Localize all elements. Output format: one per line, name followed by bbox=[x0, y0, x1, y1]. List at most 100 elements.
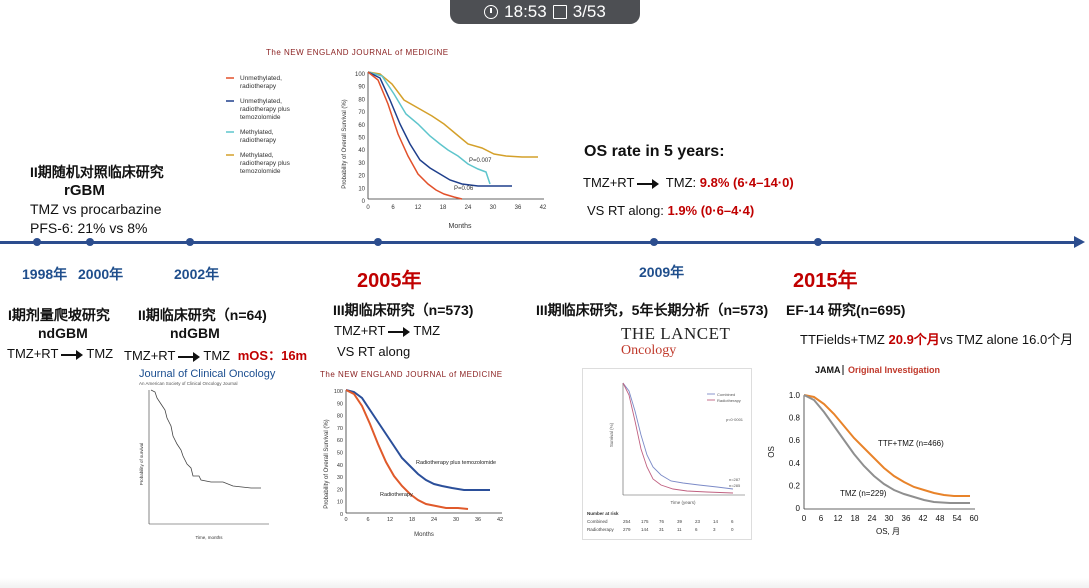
ytick: 100 bbox=[334, 389, 343, 395]
lancet-risk-cell: 6 bbox=[731, 519, 734, 524]
phase2-rgbm-comparison: TMZ vs procarbazine bbox=[30, 201, 162, 217]
nejm-bottom-masthead: The NEW ENGLAND JOURNAL of MEDICINE bbox=[320, 370, 503, 379]
lancet-masthead: THE LANCET bbox=[621, 324, 731, 343]
jama-yticks: 1.0 0.8 0.6 0.4 0.2 0 bbox=[789, 391, 801, 513]
nejm-mgmt-chart: The NEW ENGLAND JOURNAL of MEDICINE Unme… bbox=[226, 48, 547, 230]
phase1-subtitle: ndGBM bbox=[38, 325, 88, 341]
jama-series1-label: TTF+TMZ (n=466) bbox=[878, 439, 944, 448]
nejm-top-masthead: The NEW ENGLAND JOURNAL of MEDICINE bbox=[266, 48, 449, 57]
xtick: 0 bbox=[802, 514, 807, 523]
os-rate-row1-value: 9.8% (6·4–14·0) bbox=[699, 175, 794, 190]
lancet-risk-cell: 3 bbox=[713, 527, 716, 532]
jama-curve-tmz bbox=[803, 394, 970, 504]
xtick: 18 bbox=[851, 514, 860, 523]
timeline-dot-1998 bbox=[33, 238, 41, 246]
phase2-regimen-right: TMZ bbox=[203, 348, 231, 363]
ytick: 40 bbox=[358, 148, 365, 154]
nejm-bottom-xticks: 0 6 12 18 24 30 36 42 bbox=[344, 517, 503, 523]
ef14-result: TTFields+TMZ 20.9个月vs TMZ alone 16.0个月 bbox=[800, 329, 1073, 348]
phase1-regimen-right: TMZ bbox=[86, 346, 114, 361]
lancet-subtitle: Oncology bbox=[621, 343, 677, 358]
timeline-dot-2015 bbox=[814, 238, 822, 246]
nejm-top-xticks: 0 6 12 18 24 30 36 42 bbox=[366, 205, 547, 211]
legend-unmeth-tmz-l2: radiotherapy plus bbox=[240, 106, 291, 113]
ytick: 0.6 bbox=[789, 436, 801, 445]
legend-unmeth-tmz-l1: Unmethylated, bbox=[240, 98, 282, 105]
ytick: 0 bbox=[362, 199, 366, 205]
jco-ylabel: Probability of survival bbox=[139, 443, 144, 486]
lancet-risk-cell: 11 bbox=[677, 527, 682, 532]
jco-chart: Journal of Clinical Oncology An American… bbox=[139, 368, 276, 540]
jama-chart: JAMA Original Investigation OS 1.0 0.8 0… bbox=[767, 365, 979, 536]
ytick: 20 bbox=[337, 487, 343, 493]
year-2009: 2009年 bbox=[639, 264, 685, 280]
phase2-rgbm-pfs: PFS-6: 21% vs 8% bbox=[30, 220, 148, 236]
phase3-regimen-right: TMZ bbox=[413, 323, 441, 338]
xtick: 0 bbox=[366, 205, 370, 211]
xtick: 12 bbox=[387, 517, 393, 523]
nejm-stupp-chart: The NEW ENGLAND JOURNAL of MEDICINE Prob… bbox=[320, 370, 503, 538]
timeline-dot-2002 bbox=[186, 238, 194, 246]
curve-unmethylated-rt-tmz bbox=[367, 71, 512, 187]
lancet-risk-cell: 39 bbox=[677, 519, 683, 524]
ef14-title: EF-14 研究(n=695) bbox=[786, 302, 906, 318]
legend-meth-tmz-l2: radiotherapy plus bbox=[240, 160, 291, 167]
ytick: 0.2 bbox=[789, 481, 801, 490]
clock-time: 18:53 bbox=[504, 2, 547, 21]
lancet-curve-radiotherapy bbox=[622, 382, 734, 494]
ytick: 80 bbox=[358, 97, 365, 103]
lancet-chart: Survival (%) Combined Radiotherapy p<0·0… bbox=[587, 382, 745, 532]
jco-tagline: An American Society of Clinical Oncology… bbox=[139, 381, 238, 386]
phase2-ndgbm-subtitle: ndGBM bbox=[170, 325, 220, 341]
lancet-legend-radiotherapy: Radiotherapy bbox=[717, 398, 741, 403]
xtick: 6 bbox=[366, 517, 369, 523]
os-rate-row1-label: TMZ+RT bbox=[583, 175, 635, 190]
year-2005: 2005年 bbox=[357, 270, 422, 292]
lancet-risk-cell: 76 bbox=[659, 519, 665, 524]
jco-masthead: Journal of Clinical Oncology bbox=[139, 368, 276, 380]
jco-km-curve bbox=[150, 389, 261, 489]
lancet-risk-cell: 175 bbox=[641, 519, 649, 524]
xtick: 36 bbox=[902, 514, 911, 523]
legend-meth-rt-l1: Methylated, bbox=[240, 129, 274, 136]
nejm-bottom-series1-label: Radiotherapy plus temozolomide bbox=[416, 460, 496, 466]
ytick: 100 bbox=[355, 72, 366, 78]
ytick: 60 bbox=[337, 438, 343, 444]
arrow-right-icon bbox=[388, 326, 411, 337]
phase3-comparator: VS RT along bbox=[337, 344, 411, 359]
xtick: 54 bbox=[953, 514, 962, 523]
lancet-n-radiotherapy: n=285 bbox=[729, 483, 741, 488]
ytick: 10 bbox=[337, 500, 343, 506]
ytick: 40 bbox=[337, 463, 343, 469]
xtick: 12 bbox=[415, 205, 422, 211]
xtick: 30 bbox=[453, 517, 459, 523]
phase2-ndgbm-regimen: TMZ+RT TMZ mOS：16m bbox=[124, 345, 307, 364]
lancet-risk-cell: 23 bbox=[695, 519, 701, 524]
ytick: 70 bbox=[337, 426, 343, 432]
phase2-mos: mOS：16m bbox=[237, 348, 308, 363]
ytick: 0 bbox=[340, 512, 343, 518]
xtick: 60 bbox=[970, 514, 979, 523]
os-rate-row2-label: VS RT along: bbox=[587, 203, 664, 218]
jama-figure: JAMA Original Investigation OS 1.0 0.8 0… bbox=[760, 360, 986, 542]
xtick: 24 bbox=[431, 517, 437, 523]
ytick: 80 bbox=[337, 414, 343, 420]
xtick: 12 bbox=[834, 514, 843, 523]
phase1-regimen: TMZ+RT TMZ bbox=[7, 346, 113, 361]
lancet-xlabel: Time (years) bbox=[670, 500, 696, 505]
phase3-regimen: TMZ+RT TMZ bbox=[334, 323, 440, 338]
legend-unmeth-rt-l1: Unmethylated, bbox=[240, 75, 282, 82]
phase2-rgbm-title: II期随机对照临床研究 bbox=[30, 164, 164, 180]
lancet-risk-cell: 31 bbox=[659, 527, 665, 532]
jama-series2-label: TMZ (n=229) bbox=[840, 489, 887, 498]
phase2-rgbm-subtitle: rGBM bbox=[64, 182, 105, 199]
lancet-n-combined: n=287 bbox=[729, 477, 741, 482]
curve-rt-plus-tmz bbox=[345, 389, 490, 491]
xtick: 30 bbox=[490, 205, 497, 211]
nejm-bottom-ylabel: Probability of Overall Survival (%) bbox=[324, 419, 330, 508]
lancet-risk-title: Number at risk bbox=[587, 511, 619, 516]
nejm-top-pvalue-1: P=0.007 bbox=[469, 158, 492, 164]
jama-section: Original Investigation bbox=[848, 365, 940, 375]
os-rate-row-1: TMZ+RT TMZ: 9.8% (6·4–14·0) bbox=[583, 175, 794, 190]
ytick: 30 bbox=[337, 475, 343, 481]
